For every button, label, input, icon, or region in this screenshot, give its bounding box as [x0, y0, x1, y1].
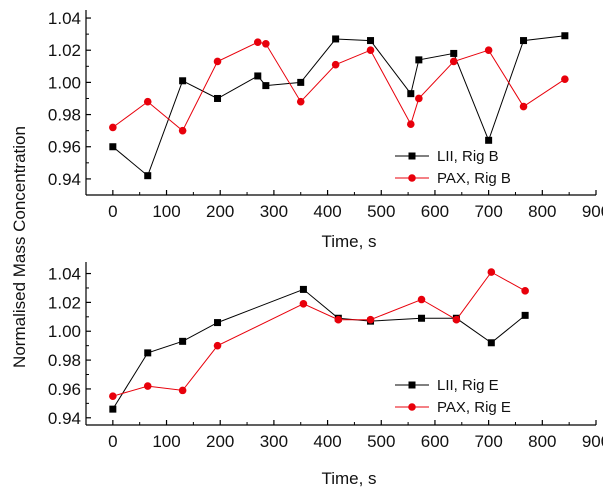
- x-tick-label: 100: [152, 202, 180, 221]
- x-tick-label: 0: [108, 202, 117, 221]
- data-point-circle: [109, 123, 117, 132]
- data-point-square: [179, 77, 187, 85]
- data-point-square: [415, 56, 423, 64]
- data-point-circle: [178, 126, 187, 135]
- x-tick-label: 700: [474, 202, 502, 221]
- x-tick-label: 900: [582, 432, 603, 451]
- data-point-square: [254, 72, 262, 80]
- bottom-chart-panel: 0.94 0.96 0.98 1.00 1.02 1.04 0 100 200 300 400 500…: [48, 262, 603, 488]
- legend-label: LII, Rig E: [437, 377, 499, 394]
- data-point-circle: [487, 268, 496, 276]
- data-point-circle: [213, 57, 222, 66]
- data-point-square: [144, 349, 152, 357]
- data-point-circle: [143, 382, 152, 390]
- data-point-circle: [213, 341, 222, 350]
- data-point-circle: [449, 57, 458, 66]
- x-tick-label: 800: [528, 202, 556, 221]
- y-tick-label: 0.94: [48, 409, 81, 428]
- legend-label: PAX, Rig E: [437, 399, 511, 416]
- x-axis-title: Time, s: [321, 232, 376, 251]
- y-tick-label: 1.02: [48, 41, 81, 60]
- data-point-circle: [334, 315, 343, 324]
- data-point-square: [109, 405, 117, 413]
- data-point-circle: [521, 287, 529, 295]
- data-point-circle: [262, 39, 270, 48]
- legend-marker-square: [408, 152, 416, 160]
- y-tick-label: 0.96: [48, 138, 81, 157]
- legend-marker-circle: [408, 403, 416, 411]
- data-point-square: [407, 90, 415, 98]
- y-tick-label: 1.04: [48, 265, 81, 284]
- x-tick-label: 200: [206, 202, 234, 221]
- data-point-square: [450, 49, 458, 57]
- y-tick-label: 1.00: [48, 322, 81, 341]
- data-point-square: [485, 136, 493, 144]
- data-point-circle: [296, 97, 305, 106]
- data-point-circle: [484, 46, 493, 55]
- legend-marker-square: [408, 381, 416, 389]
- y-axis-title: Normalised Mass Concentration: [10, 126, 29, 368]
- x-tick-label: 500: [367, 432, 395, 451]
- y-tick-label: 0.96: [48, 380, 81, 399]
- data-point-circle: [519, 102, 528, 111]
- x-tick-label: 600: [421, 432, 449, 451]
- data-point-circle: [452, 315, 461, 324]
- data-point-circle: [143, 97, 152, 106]
- data-point-square: [214, 94, 222, 102]
- top-chart-panel: 0.94 0.96 0.98 1.00 1.02 1.04 0 100 200 300 400 500…: [48, 9, 603, 251]
- y-tick-label: 0.98: [48, 106, 81, 125]
- data-point-square: [487, 339, 495, 347]
- data-point-circle: [417, 295, 426, 304]
- x-tick-label: 300: [260, 202, 288, 221]
- data-point-square: [262, 82, 270, 90]
- y-tick-label: 0.98: [48, 351, 81, 370]
- data-point-circle: [331, 60, 340, 69]
- data-point-square: [367, 37, 375, 45]
- legend-marker-circle: [408, 174, 416, 182]
- x-tick-label: 500: [367, 202, 395, 221]
- x-tick-label: 600: [421, 202, 449, 221]
- x-tick-label: 100: [152, 432, 180, 451]
- data-point-square: [299, 285, 307, 293]
- y-tick-label: 1.00: [48, 73, 81, 92]
- data-point-circle: [366, 46, 375, 55]
- data-point-square: [332, 35, 340, 43]
- data-point-circle: [561, 75, 569, 83]
- x-tick-label: 400: [313, 432, 341, 451]
- data-point-circle: [299, 300, 308, 308]
- data-point-square: [418, 314, 426, 322]
- data-point-square: [520, 37, 528, 45]
- x-axis-title: Time, s: [321, 469, 376, 488]
- legend-label: PAX, Rig B: [437, 170, 511, 187]
- data-point-square: [297, 78, 305, 86]
- data-point-circle: [366, 315, 375, 324]
- x-tick-label: 900: [582, 202, 603, 221]
- data-point-square: [214, 319, 222, 327]
- data-point-square: [561, 32, 569, 40]
- data-point-square: [521, 311, 529, 319]
- data-point-circle: [109, 392, 117, 400]
- x-tick-label: 200: [206, 432, 234, 451]
- x-tick-label: 400: [313, 202, 341, 221]
- data-point-circle: [178, 386, 187, 395]
- legend-label: LII, Rig B: [437, 148, 499, 165]
- data-point-square: [179, 337, 187, 345]
- data-point-circle: [406, 120, 415, 129]
- y-tick-label: 1.04: [48, 9, 81, 28]
- x-tick-label: 700: [474, 432, 502, 451]
- x-tick-label: 800: [528, 432, 556, 451]
- x-tick-label: 300: [260, 432, 288, 451]
- data-point-circle: [415, 94, 423, 103]
- y-tick-label: 0.94: [48, 170, 81, 189]
- x-tick-label: 0: [108, 432, 117, 451]
- data-point-square: [144, 172, 152, 180]
- data-point-circle: [253, 38, 262, 46]
- data-point-square: [109, 143, 117, 151]
- y-tick-label: 1.02: [48, 293, 81, 312]
